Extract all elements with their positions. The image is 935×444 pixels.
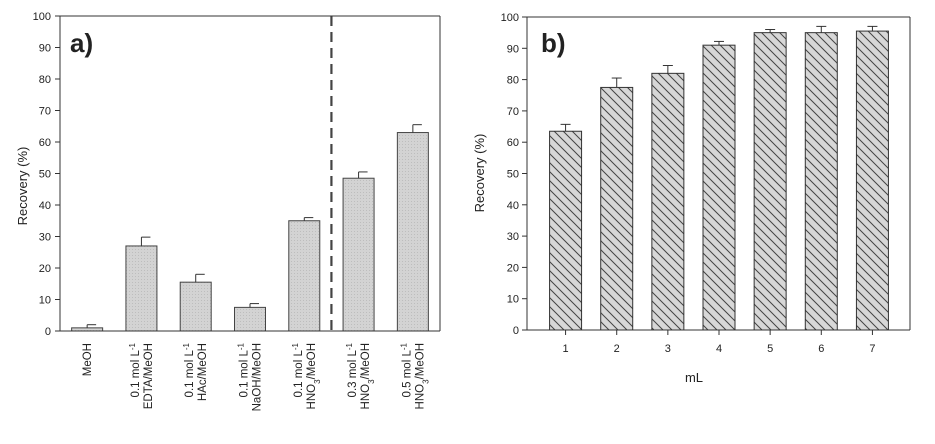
- y-tick-label-a: 90: [39, 43, 51, 55]
- y-tick-label-b: 20: [507, 262, 519, 274]
- bar-b: [651, 72, 685, 331]
- bar-a: [125, 245, 158, 332]
- x-tick-label-a: EDTA/MeOH: [143, 343, 155, 409]
- panel-label-a: a): [70, 28, 93, 58]
- error-bar-a: [412, 124, 422, 133]
- y-tick-label-a: 70: [39, 106, 51, 118]
- x-tick-label-a: 0.1 mol L-1: [127, 342, 142, 397]
- y-tick-label-b: 0: [513, 325, 519, 337]
- x-tick-label-a: 0.5 mol L-1: [399, 342, 414, 397]
- x-tick-label-a: MeOH: [82, 343, 94, 376]
- error-bar-a: [86, 324, 97, 328]
- y-tick-label-b: 10: [507, 294, 519, 306]
- bar-a: [234, 306, 266, 332]
- bar-b: [804, 32, 838, 331]
- error-bar-b: [816, 25, 827, 33]
- bar-b: [600, 86, 634, 331]
- bar-b: [753, 32, 787, 331]
- bar-b: [549, 130, 583, 331]
- x-tick-label-b: 6: [818, 343, 824, 355]
- bar-a: [396, 132, 429, 332]
- error-bar-b: [662, 65, 673, 74]
- panel-label-b: b): [541, 28, 566, 58]
- x-tick-label-b: 7: [869, 343, 875, 355]
- y-tick-label-a: 10: [39, 295, 51, 307]
- x-tick-label-a: NaOH/MeOH: [252, 343, 264, 411]
- y-tick-label-a: 20: [39, 263, 51, 275]
- y-tick-label-a: 30: [39, 232, 51, 244]
- chart-panel-b: Recovery (%) mL b) 0 10 20 30 40 50 60 70 80 90 10…: [472, 12, 911, 385]
- y-tick-label-a: 80: [39, 74, 51, 86]
- bar-b: [855, 30, 889, 331]
- x-axis-title-b: mL: [685, 370, 703, 385]
- error-bar-a: [140, 236, 151, 246]
- error-bar-a: [358, 171, 368, 179]
- x-tick-label-a: HAc/MeOH: [197, 343, 209, 401]
- y-axis-title-b: Recovery (%): [472, 134, 487, 213]
- x-tick-label-b: 2: [614, 343, 620, 355]
- y-tick-label-b: 40: [507, 200, 519, 212]
- x-tick-label-a: 0.3 mol L-1: [345, 342, 360, 397]
- y-tick-label-a: 100: [33, 11, 51, 23]
- bar-a: [342, 177, 375, 332]
- y-tick-label-a: 40: [39, 200, 51, 212]
- y-axis-title-a: Recovery (%): [15, 147, 30, 226]
- error-bar-b: [867, 25, 878, 32]
- x-tick-label-b: 5: [767, 343, 773, 355]
- y-tick-label-b: 60: [507, 137, 519, 149]
- y-tick-label-b: 80: [507, 75, 519, 87]
- y-tick-label-a: 0: [45, 326, 51, 338]
- error-bar-a: [249, 303, 259, 308]
- x-tick-label-a: 0.1 mol L-1: [236, 342, 251, 397]
- x-tick-label-a: 0.1 mol L-1: [182, 342, 197, 397]
- error-bar-b: [611, 77, 622, 88]
- bar-b: [702, 44, 736, 331]
- y-tick-label-a: 60: [39, 137, 51, 149]
- error-bar-a: [303, 217, 314, 221]
- y-tick-label-b: 30: [507, 231, 519, 243]
- x-tick-label-a: 0.1 mol L-1: [290, 342, 305, 397]
- error-bar-a: [195, 273, 205, 283]
- y-tick-label-b: 70: [507, 106, 519, 118]
- y-tick-label-b: 100: [501, 12, 519, 24]
- bar-a: [179, 281, 212, 332]
- y-tick-label-b: 90: [507, 43, 519, 55]
- x-tick-label-a: HNO3/MeOH: [414, 343, 430, 409]
- x-tick-label-a: HNO3/MeOH: [360, 343, 376, 409]
- x-tick-label-b: 1: [563, 343, 569, 355]
- error-bar-b: [560, 123, 571, 132]
- error-bar-b: [765, 29, 776, 33]
- chart-panel-a: Recovery (%) a) 0 10 20 30 40 50 60 70 80 90 100 M…: [15, 11, 441, 411]
- x-tick-label-a: HNO3/MeOH: [306, 343, 322, 409]
- x-tick-label-b: 3: [665, 343, 671, 355]
- y-tick-label-b: 50: [507, 169, 519, 181]
- error-bar-b: [714, 40, 724, 46]
- x-tick-label-b: 4: [716, 343, 722, 355]
- bar-a: [288, 220, 321, 332]
- y-tick-label-a: 50: [39, 169, 51, 181]
